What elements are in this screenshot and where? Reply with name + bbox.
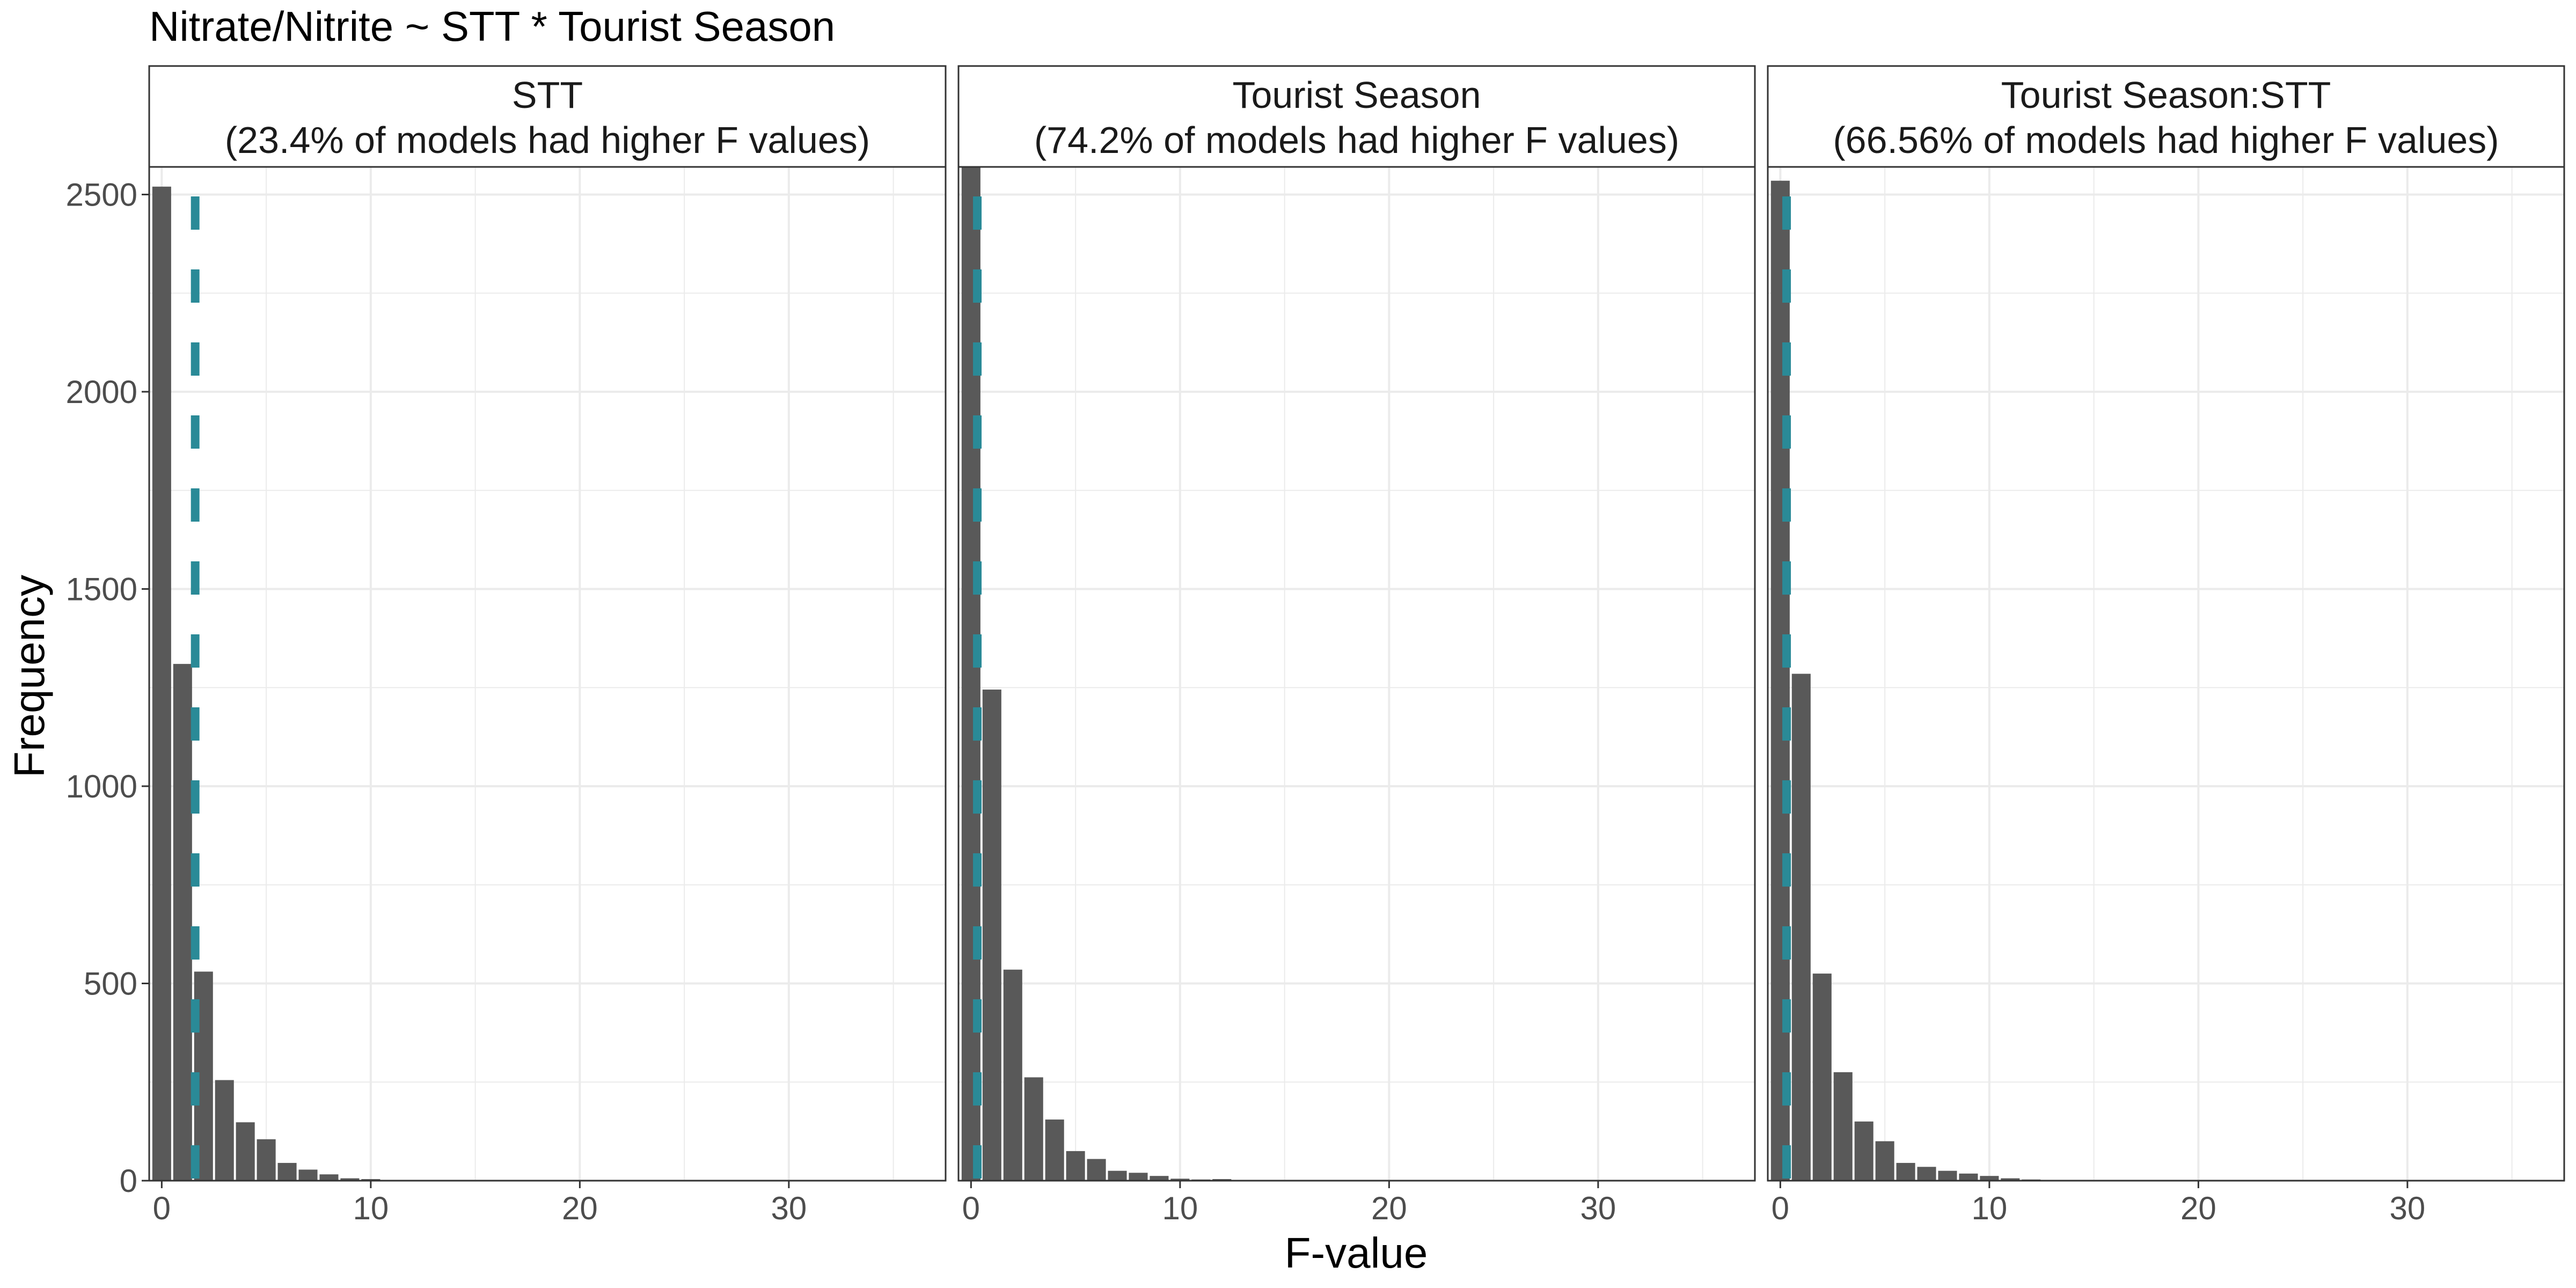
histogram-bar — [277, 1162, 297, 1181]
histogram-bar — [2001, 1178, 2020, 1181]
x-tick-label: 20 — [562, 1190, 598, 1226]
panel-strip-title: Tourist Season:STT — [2001, 74, 2331, 116]
y-tick-label: 2000 — [66, 374, 137, 410]
x-tick-label: 30 — [1580, 1190, 1616, 1226]
histogram-bar — [1938, 1170, 1957, 1181]
y-axis-title: Frequency — [5, 575, 53, 778]
x-tick-label: 10 — [353, 1190, 389, 1226]
histogram-bar — [1854, 1121, 1874, 1181]
histogram-bar — [1875, 1141, 1894, 1181]
y-tick-label: 1000 — [66, 769, 137, 804]
y-tick-label: 0 — [120, 1163, 137, 1199]
x-tick-label: 20 — [2180, 1190, 2216, 1226]
panel-1: STT(23.4% of models had higher F values)… — [148, 65, 947, 1226]
histogram-bar — [236, 1122, 255, 1181]
histogram-bar — [1129, 1173, 1148, 1181]
panel-strip-subtitle: (23.4% of models had higher F values) — [225, 119, 870, 161]
histogram-bar — [215, 1080, 234, 1181]
histogram-bar — [1087, 1159, 1106, 1181]
histogram-bar — [1066, 1151, 1085, 1181]
histogram-bar — [1024, 1077, 1043, 1181]
histogram-bar — [319, 1174, 339, 1181]
x-tick-label: 20 — [1371, 1190, 1407, 1226]
panel-strip-title: STT — [512, 74, 583, 116]
panel-strip-title: Tourist Season — [1232, 74, 1481, 116]
x-tick-label: 10 — [1162, 1190, 1198, 1226]
chart-title: Nitrate/Nitrite ~ STT * Tourist Season — [149, 3, 835, 50]
histogram-bar — [257, 1139, 276, 1181]
x-tick-label: 0 — [962, 1190, 980, 1226]
x-tick-label: 0 — [1772, 1190, 1789, 1226]
panel-2: Tourist Season(74.2% of models had highe… — [957, 65, 1756, 1226]
panel-background — [958, 167, 1755, 1181]
histogram-bar — [1003, 969, 1022, 1181]
x-tick-label: 0 — [153, 1190, 171, 1226]
panel-strip-subtitle: (74.2% of models had higher F values) — [1034, 119, 1679, 161]
panel-strip — [148, 65, 947, 168]
histogram-bar — [1917, 1167, 1936, 1181]
histogram-bar — [1896, 1162, 1915, 1181]
x-axis-title: F-value — [1285, 1229, 1428, 1277]
panel-strip-subtitle: (66.56% of models had higher F values) — [1833, 119, 2499, 161]
x-tick-label: 30 — [771, 1190, 807, 1226]
histogram-bar — [1170, 1179, 1190, 1181]
histogram-bar — [1045, 1119, 1064, 1181]
histogram-bar — [173, 664, 192, 1181]
y-tick-label: 2500 — [66, 177, 137, 213]
panel-background — [1768, 167, 2564, 1181]
x-tick-label: 30 — [2389, 1190, 2425, 1226]
histogram-bar — [1791, 674, 1811, 1181]
y-axis: 0 500 1000 1500 2000 2500 — [66, 177, 149, 1199]
panels-group: STT(23.4% of models had higher F values)… — [148, 65, 2565, 1226]
histogram-bar — [982, 689, 1001, 1181]
histogram-bar — [152, 186, 171, 1181]
histogram-bar — [1150, 1176, 1169, 1181]
histogram-bar — [1959, 1173, 1978, 1181]
x-tick-label: 10 — [1971, 1190, 2007, 1226]
panel-background — [149, 167, 946, 1181]
histogram-bar — [298, 1169, 318, 1181]
histogram-bar — [1980, 1176, 1999, 1181]
histogram-bar — [1108, 1170, 1127, 1181]
panel-strip — [957, 65, 1756, 168]
y-tick-label: 500 — [84, 965, 137, 1001]
panel-strip — [1767, 65, 2565, 168]
histogram-bar — [340, 1178, 360, 1181]
histogram-bar — [1812, 974, 1832, 1181]
y-tick-label: 1500 — [66, 571, 137, 607]
histogram-bar — [1833, 1072, 1853, 1181]
panel-3: Tourist Season:STT(66.56% of models had … — [1767, 65, 2565, 1226]
